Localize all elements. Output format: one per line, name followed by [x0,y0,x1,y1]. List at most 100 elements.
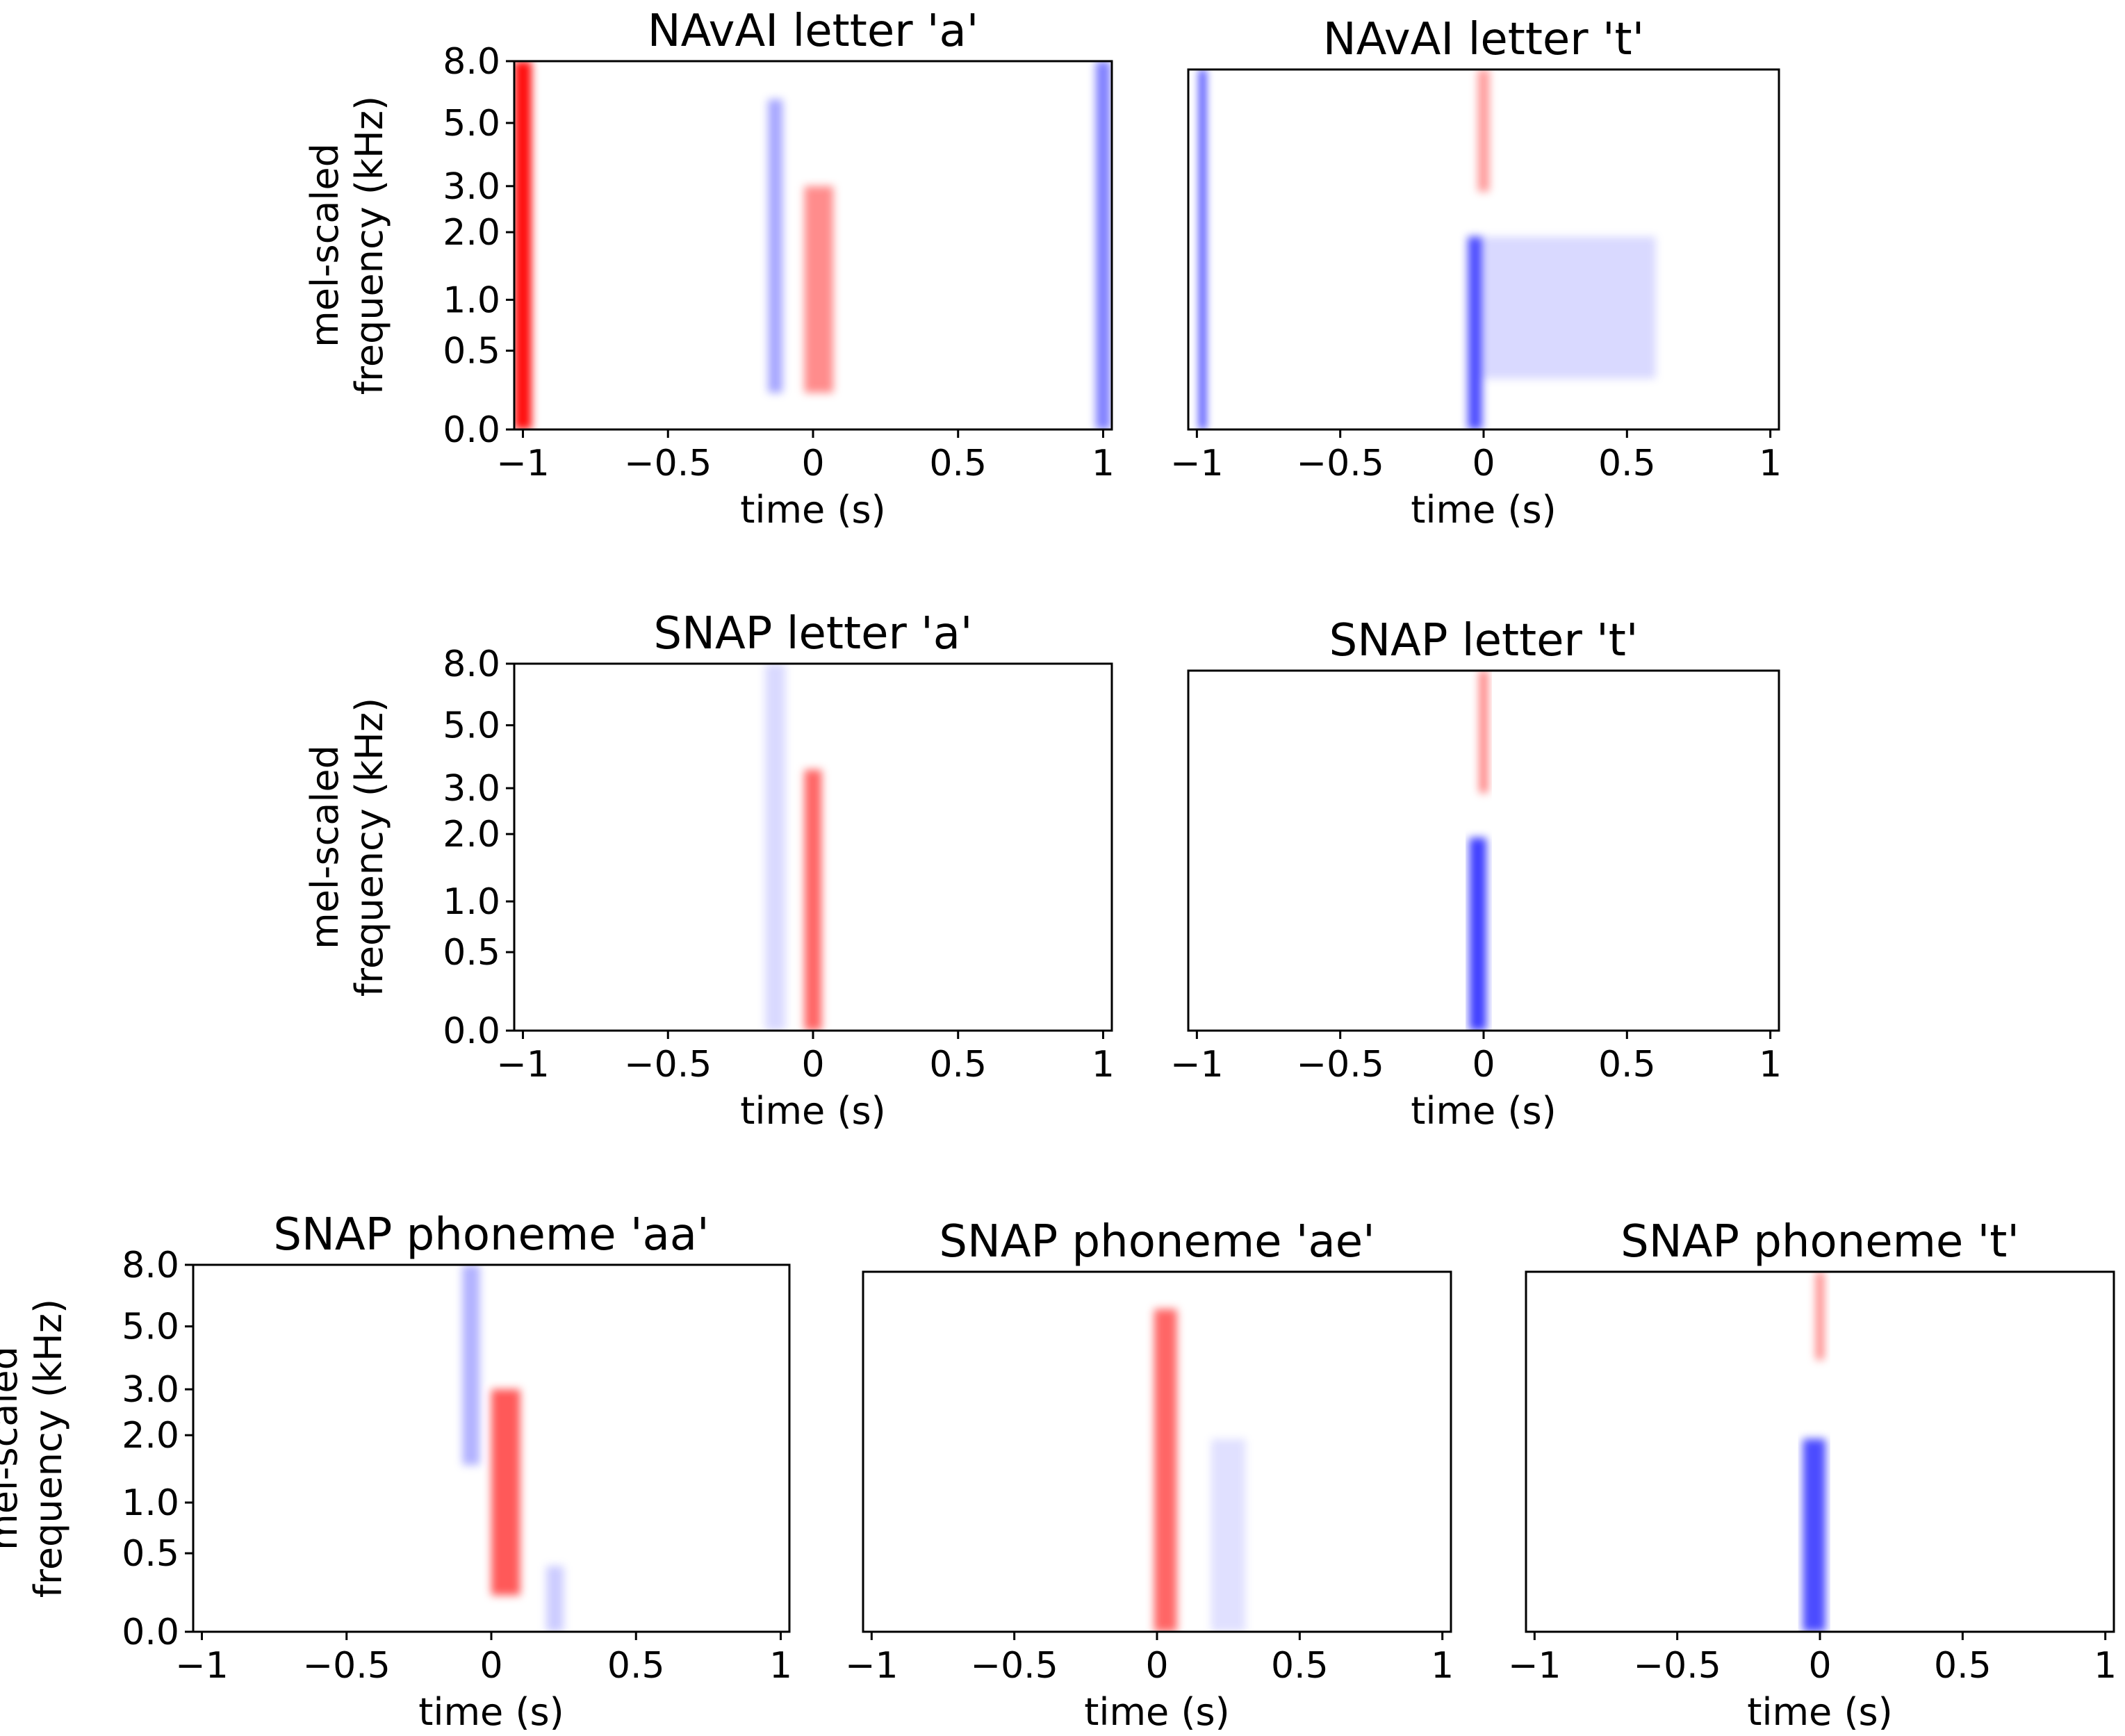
x-tick-label: 0.5 [929,443,987,484]
heatmap-cells [1803,1272,1826,1632]
x-tick-label: −1 [1508,1645,1561,1687]
x-tick-label: −1 [496,1044,550,1086]
x-tick-label: −1 [1170,1044,1224,1086]
y-axis-label-line2: frequency (kHz) [347,698,391,997]
negative-relevance-band [1096,61,1110,429]
y-tick-label: 0.0 [443,1010,500,1052]
panel-2: NAvAI letter 't' −1 −0.5 0 0.5 1 time (s) [1170,14,1782,532]
heatmap-cells [1154,1309,1246,1632]
x-axis-label: time (s) [1411,488,1556,532]
y-tick-label: 8.0 [443,41,500,83]
panel-title: SNAP letter 't' [1329,615,1639,666]
x-tick-label: −1 [845,1645,899,1687]
x-axis-label: time (s) [1411,1089,1556,1133]
positive-relevance-band [804,186,834,393]
y-tick-label: 0.0 [443,409,500,451]
y-tick-label: 2.0 [122,1415,179,1457]
y-tick-label: 0.5 [443,932,500,974]
y-tick-label: 5.0 [122,1307,179,1348]
x-tick-label: −0.5 [1634,1645,1721,1687]
panel-title: SNAP phoneme 'ae' [939,1216,1375,1268]
x-tick-label: −0.5 [1297,443,1384,484]
x-tick-label: 1 [1092,443,1115,484]
x-tick-label: 0.5 [1934,1645,1992,1687]
x-axis-label: time (s) [740,488,885,532]
x-tick-label: −1 [1170,443,1224,484]
x-tick-label: 0.5 [1598,443,1656,484]
positive-relevance-band [514,61,532,429]
x-tick-label: 1 [1092,1044,1115,1086]
negative-relevance-band [1484,236,1656,379]
x-tick-label: −0.5 [624,1044,712,1086]
negative-relevance-band [1803,1439,1826,1632]
panel-title: NAvAI letter 't' [1323,14,1644,65]
negative-relevance-band [1468,236,1482,429]
heatmap-cells [1469,671,1488,1031]
x-tick-label: 1 [2094,1645,2117,1687]
panel-title: SNAP phoneme 't' [1621,1216,2019,1268]
x-tick-label: 1 [1759,1044,1782,1086]
y-tick-label: 1.0 [122,1482,179,1524]
y-tick-label: 5.0 [443,705,500,747]
y-tick-label: 3.0 [122,1369,179,1411]
y-axis-label-line1: mel-scaled [303,143,347,347]
panel-1: NAvAI letter 'a' −1 −0.5 0 0.5 1 time (s) 0.0 0.… [303,6,1115,532]
x-tick-label: 1 [1759,443,1782,484]
positive-relevance-band [1477,69,1490,192]
y-tick-label: 0.5 [122,1533,179,1575]
heatmap-cells [462,1265,564,1632]
y-tick-label: 0.0 [122,1612,179,1653]
x-tick-label: 0 [1472,1044,1495,1086]
x-tick-label: 0 [479,1645,502,1687]
x-tick-label: 0 [801,1044,824,1086]
x-tick-label: 0.5 [1271,1645,1329,1687]
x-tick-label: 0 [801,443,824,484]
y-axis-label-line2: frequency (kHz) [347,96,391,395]
panel-title: SNAP letter 'a' [654,608,973,660]
x-tick-label: 0 [1145,1645,1168,1687]
x-tick-label: 0.5 [1598,1044,1656,1086]
negative-relevance-band [546,1566,564,1632]
x-tick-label: −0.5 [1297,1044,1384,1086]
y-axis-label-line2: frequency (kHz) [26,1299,70,1598]
heatmap-cells [1199,69,1656,429]
y-tick-label: 3.0 [443,768,500,810]
x-axis-label: time (s) [1747,1690,1892,1734]
panel-3: SNAP letter 'a' −1 −0.5 0 0.5 1 time (s) 0.0 0.5… [303,608,1115,1133]
x-axis-label: time (s) [418,1690,564,1734]
x-axis-label: time (s) [1084,1690,1229,1734]
negative-relevance-band [1469,837,1487,1031]
panel-5: SNAP phoneme 'aa' −1 −0.5 0 0.5 1 time (s) 0.0 0… [0,1209,792,1734]
panel-7: SNAP phoneme 't' −1 −0.5 0 0.5 1 time (s) [1508,1216,2117,1734]
y-tick-label: 0.5 [443,331,500,372]
x-axis-label: time (s) [740,1089,885,1133]
positive-relevance-band [1815,1272,1825,1360]
y-tick-label: 1.0 [443,881,500,923]
y-axis-label-line1: mel-scaled [303,745,347,949]
negative-relevance-band [1199,69,1206,429]
x-tick-label: 0.5 [607,1645,665,1687]
y-tick-label: 2.0 [443,814,500,855]
panel-4: SNAP letter 't' −1 −0.5 0 0.5 1 time (s) [1170,615,1782,1133]
heatmap-cells [514,61,1110,429]
y-tick-label: 8.0 [122,1245,179,1286]
y-tick-label: 2.0 [443,212,500,254]
y-axis-label-line1: mel-scaled [0,1346,26,1550]
x-tick-label: −0.5 [303,1645,391,1687]
x-tick-label: −1 [496,443,550,484]
positive-relevance-band [491,1389,520,1596]
x-tick-label: 1 [1431,1645,1454,1687]
x-tick-label: 1 [769,1645,792,1687]
x-tick-label: 0.5 [929,1044,987,1086]
x-tick-label: 0 [1472,443,1495,484]
panel-title: NAvAI letter 'a' [648,6,979,57]
heatmap-cells [765,664,822,1031]
x-tick-label: −1 [175,1645,229,1687]
panel-6: SNAP phoneme 'ae' −1 −0.5 0 0.5 1 time (s) [845,1216,1454,1734]
negative-relevance-band [768,99,783,393]
y-tick-label: 1.0 [443,279,500,321]
negative-relevance-band [462,1265,480,1466]
y-tick-label: 3.0 [443,166,500,208]
panel-title: SNAP phoneme 'aa' [273,1209,709,1261]
